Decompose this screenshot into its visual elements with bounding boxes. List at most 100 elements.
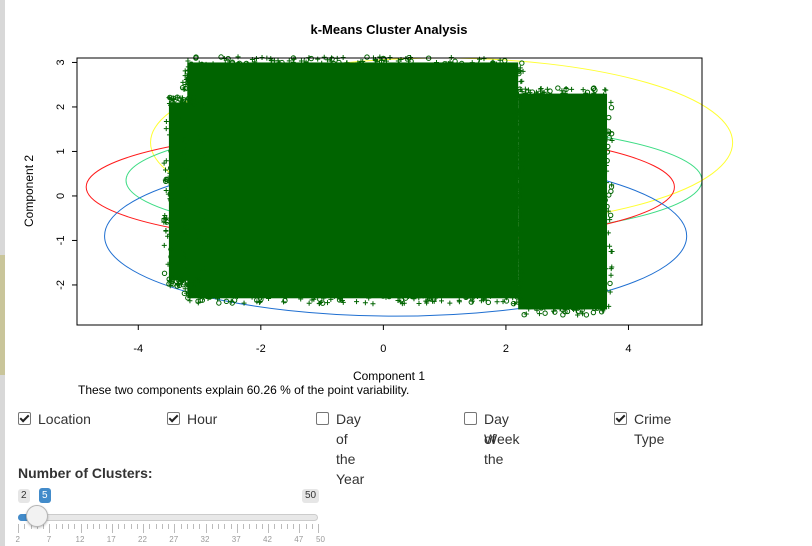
data-point — [166, 95, 172, 101]
slider-handle[interactable] — [25, 505, 48, 527]
data-point — [606, 303, 612, 309]
data-point — [180, 228, 186, 234]
slider-track[interactable] — [18, 514, 318, 521]
data-point — [516, 115, 522, 121]
checkbox-hour-box[interactable] — [167, 412, 180, 425]
data-point — [463, 294, 469, 301]
data-point — [183, 131, 189, 137]
data-point — [169, 99, 176, 106]
data-point — [183, 253, 189, 259]
data-point — [192, 277, 198, 283]
slider-tick-label: 37 — [231, 535, 241, 544]
data-point — [181, 198, 187, 204]
slider-tick — [61, 524, 63, 529]
data-point — [199, 183, 205, 189]
data-point — [253, 56, 259, 62]
data-point — [241, 300, 247, 306]
data-point — [601, 92, 607, 98]
data-point — [518, 183, 524, 189]
data-point — [557, 306, 563, 312]
data-point — [169, 275, 175, 281]
data-point — [555, 85, 561, 91]
slider-tick-label: 12 — [75, 535, 85, 544]
checkbox-crime-type-box[interactable] — [614, 412, 627, 425]
x-tick-label: 0 — [380, 343, 386, 355]
data-point — [231, 297, 238, 303]
data-point — [487, 293, 493, 299]
data-point — [198, 118, 204, 124]
data-point — [370, 301, 376, 307]
slider-tick — [55, 524, 57, 529]
checkbox-location-label: Location — [38, 411, 91, 427]
data-point — [594, 305, 600, 311]
slider-tick — [93, 524, 94, 529]
data-point — [517, 293, 524, 300]
data-point — [197, 103, 203, 109]
slider-tick — [224, 524, 226, 529]
data-point — [180, 79, 186, 85]
data-point — [163, 188, 169, 194]
x-tick-label: -2 — [256, 343, 266, 355]
data-point — [373, 58, 379, 64]
slider-tick — [99, 524, 101, 529]
data-point — [527, 90, 533, 96]
data-point — [266, 296, 272, 302]
data-point — [195, 125, 201, 131]
checkbox-location-box[interactable] — [18, 412, 31, 425]
data-point — [405, 294, 411, 300]
data-point — [184, 146, 190, 152]
data-point — [439, 298, 445, 304]
slider-tick-label: 27 — [169, 535, 179, 544]
checkbox-hour-label: Hour — [187, 411, 218, 427]
data-point — [550, 308, 556, 314]
data-point — [416, 295, 422, 301]
data-point — [538, 92, 545, 98]
slider-tick — [143, 524, 144, 533]
data-point — [197, 208, 203, 214]
data-point — [200, 294, 206, 300]
data-point — [284, 294, 290, 300]
data-point — [609, 248, 615, 254]
data-point — [179, 99, 186, 106]
data-point — [519, 226, 525, 232]
variability-caption: These two components explain 60.26 % of … — [78, 383, 410, 397]
data-point — [520, 156, 526, 162]
data-point — [521, 312, 527, 318]
x-tick-label: 2 — [503, 343, 509, 355]
data-point — [520, 122, 526, 128]
data-point — [298, 296, 304, 302]
data-point — [605, 208, 611, 214]
data-point — [355, 60, 361, 66]
data-point — [224, 58, 231, 65]
checkbox-day-of-week-box[interactable] — [464, 412, 477, 425]
data-point — [511, 121, 517, 127]
data-point — [517, 172, 523, 178]
data-point — [525, 87, 531, 93]
slider-tick — [199, 524, 201, 529]
data-point — [517, 143, 523, 149]
data-point — [199, 195, 205, 201]
data-point — [516, 202, 522, 208]
point-cloud-3 — [518, 93, 608, 310]
data-point — [199, 297, 206, 303]
data-point — [197, 271, 203, 277]
checkbox-day-of-year-box[interactable] — [316, 412, 329, 425]
data-point — [469, 293, 476, 299]
y-tick-label: 2 — [55, 104, 67, 110]
data-point — [512, 209, 519, 215]
data-point — [321, 295, 327, 301]
data-point — [468, 299, 474, 305]
data-point — [559, 88, 565, 94]
data-point — [510, 141, 516, 147]
data-point — [167, 165, 174, 171]
data-point — [514, 254, 520, 260]
data-point — [515, 194, 521, 201]
data-point — [481, 56, 487, 62]
data-point — [560, 90, 566, 96]
slider-tick — [274, 524, 276, 529]
data-point — [512, 122, 518, 128]
data-point — [186, 164, 192, 170]
y-tick-label: 3 — [55, 59, 67, 65]
data-point — [604, 149, 611, 155]
data-point — [513, 225, 520, 232]
